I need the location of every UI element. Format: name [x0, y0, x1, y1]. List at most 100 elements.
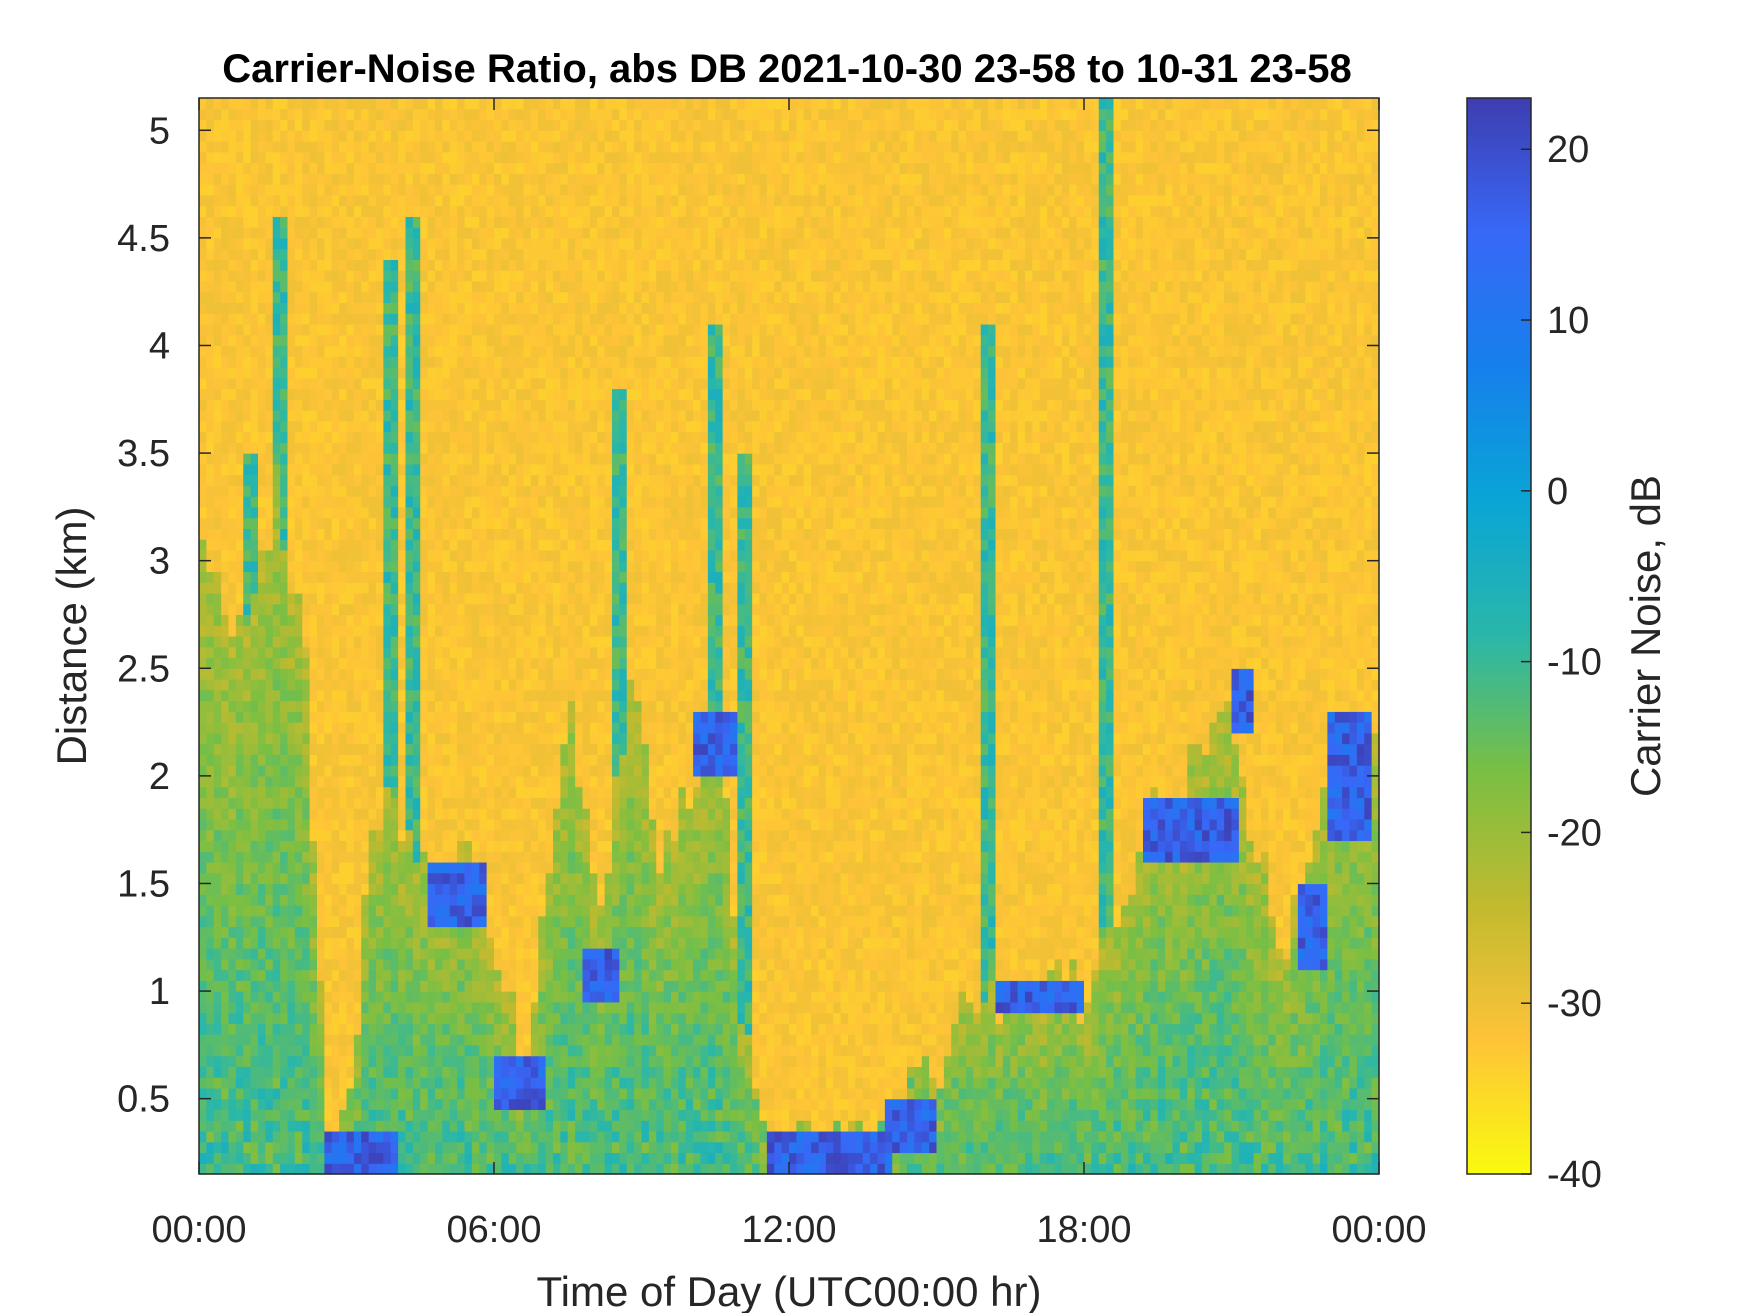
heatmap-cell	[243, 528, 252, 540]
heatmap-cell	[199, 603, 207, 616]
heatmap-cell	[324, 991, 333, 1003]
heatmap-cell	[213, 958, 222, 971]
heatmap-cell	[309, 345, 318, 357]
heatmap-cell	[317, 313, 325, 325]
heatmap-cell	[427, 991, 436, 1003]
heatmap-cell	[449, 582, 458, 594]
heatmap-cell	[427, 1098, 436, 1111]
heatmap-cell	[294, 237, 303, 250]
heatmap-cell	[302, 1163, 311, 1175]
heatmap-cell	[545, 668, 554, 680]
heatmap-cell	[331, 592, 340, 605]
heatmap-cell	[479, 603, 488, 616]
heatmap-cell	[228, 463, 237, 476]
heatmap-cell	[213, 1120, 222, 1132]
heatmap-cell	[486, 657, 495, 669]
heatmap-cell	[523, 722, 532, 734]
heatmap-cell	[346, 775, 355, 788]
heatmap-cell	[479, 485, 488, 497]
heatmap-cell	[213, 818, 222, 831]
heatmap-cell	[287, 775, 296, 788]
heatmap-cell	[361, 173, 370, 185]
heatmap-cell	[523, 646, 532, 659]
heatmap-cell	[464, 560, 473, 573]
heatmap-cell	[464, 388, 473, 400]
heatmap-cell	[398, 496, 407, 508]
heatmap-cell	[523, 1077, 532, 1089]
heatmap-cell	[265, 840, 274, 852]
heatmap-cell	[435, 679, 443, 691]
heatmap-cell	[280, 237, 289, 250]
heatmap-cell	[464, 1163, 473, 1175]
heatmap-cell	[486, 1163, 495, 1175]
heatmap-cell	[486, 463, 495, 476]
heatmap-cell	[464, 894, 473, 906]
heatmap-cell	[553, 958, 561, 971]
heatmap-cell	[199, 399, 207, 411]
heatmap-cell	[228, 592, 237, 605]
heatmap-cell	[390, 883, 399, 895]
heatmap-cell	[530, 1109, 539, 1121]
heatmap-cell	[442, 883, 451, 895]
heatmap-cell	[228, 1012, 237, 1024]
heatmap-cell	[398, 453, 407, 465]
heatmap-cell	[331, 1012, 340, 1024]
heatmap-cell	[213, 119, 222, 131]
heatmap-cell	[516, 1141, 525, 1154]
heatmap-cell	[206, 367, 215, 379]
heatmap-cell	[353, 786, 362, 798]
heatmap-cell	[427, 894, 436, 906]
heatmap-cell	[250, 119, 259, 131]
heatmap-cell	[442, 1034, 451, 1046]
heatmap-cell	[449, 108, 458, 121]
heatmap-cell	[199, 861, 207, 874]
heatmap-cell	[368, 711, 377, 723]
heatmap-cell	[287, 1012, 296, 1024]
heatmap-cell	[427, 517, 436, 529]
heatmap-cell	[265, 399, 274, 411]
heatmap-cell	[250, 506, 259, 519]
heatmap-cell	[427, 205, 436, 217]
heatmap-cell	[228, 603, 237, 616]
heatmap-cell	[250, 668, 259, 680]
heatmap-cell	[272, 216, 281, 228]
heatmap-cell	[272, 420, 281, 433]
heatmap-cell	[486, 528, 495, 540]
heatmap-cell	[235, 399, 244, 411]
heatmap-cell	[405, 108, 414, 121]
heatmap-cell	[464, 399, 473, 411]
heatmap-cell	[420, 227, 429, 239]
heatmap-cell	[442, 1109, 451, 1121]
heatmap-cell	[464, 130, 473, 142]
heatmap-cell	[302, 636, 311, 648]
heatmap-cell	[553, 1163, 561, 1175]
heatmap-cell	[464, 1055, 473, 1067]
heatmap-cell	[213, 399, 222, 411]
heatmap-cell	[420, 237, 429, 250]
heatmap-cell	[545, 689, 554, 702]
heatmap-cell	[213, 657, 222, 669]
heatmap-cell	[427, 808, 436, 820]
heatmap-cell	[486, 1034, 495, 1046]
heatmap-cell	[457, 1034, 466, 1046]
heatmap-cell	[390, 506, 399, 519]
heatmap-cell	[228, 1130, 237, 1143]
heatmap-cell	[471, 259, 480, 271]
heatmap-cell	[339, 388, 348, 400]
heatmap-cell	[346, 722, 355, 734]
heatmap-cell	[228, 1098, 237, 1111]
heatmap-cell	[243, 431, 252, 443]
heatmap-cell	[501, 883, 510, 895]
heatmap-cell	[287, 926, 296, 938]
heatmap-cell	[265, 786, 274, 798]
heatmap-cell	[530, 280, 539, 293]
heatmap-cell	[376, 141, 384, 153]
heatmap-cell	[317, 915, 325, 928]
heatmap-cell	[471, 872, 480, 885]
heatmap-cell	[272, 1141, 281, 1154]
heatmap-cell	[317, 463, 325, 476]
heatmap-cell	[449, 894, 458, 906]
heatmap-cell	[235, 1055, 244, 1067]
heatmap-cell	[442, 614, 451, 626]
heatmap-cell	[398, 1163, 407, 1175]
